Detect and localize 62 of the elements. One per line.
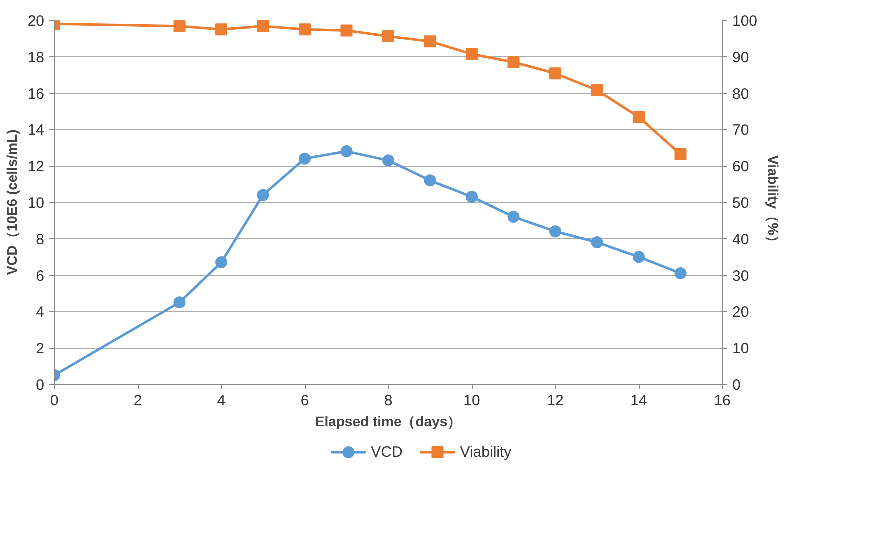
point (466, 48, 478, 60)
y-tick-label: 6 (36, 268, 44, 285)
y2-axis-title: Viability（%） (766, 156, 782, 250)
x-tick-label: 8 (384, 392, 393, 410)
y2-tick-label: 60 (732, 158, 750, 176)
point (340, 24, 353, 37)
legend-label: VCD (371, 444, 403, 461)
x-tick-label: 16 (714, 392, 731, 410)
y-tick-label: 14 (28, 122, 45, 140)
point (299, 24, 311, 36)
y-axis-title: VCD（10E6 (cells/mL) (4, 130, 20, 276)
y2-tick-label: 0 (732, 377, 741, 394)
y2-tick-label: 90 (732, 49, 750, 66)
point (466, 191, 478, 204)
y2-tick-label: 70 (732, 122, 750, 140)
x-tick-label: 6 (300, 392, 310, 410)
point (591, 236, 604, 249)
point (216, 24, 228, 36)
x-tick-label: 14 (630, 392, 648, 410)
point (382, 154, 394, 167)
point (633, 251, 645, 264)
y2-tick-label: 30 (732, 268, 750, 285)
point (257, 20, 270, 32)
point (174, 20, 186, 32)
point (550, 68, 562, 80)
point (674, 267, 687, 280)
point (508, 211, 520, 224)
point (508, 56, 520, 68)
y-tick-label: 8 (36, 231, 44, 248)
point (674, 148, 687, 160)
y-tick-label: 4 (36, 304, 44, 322)
y-tick-label: 18 (28, 49, 45, 66)
point (216, 256, 228, 269)
point (591, 84, 604, 96)
y2-tick-label: 20 (732, 304, 750, 322)
x-tick-label: 0 (50, 392, 59, 410)
y-tick-label: 10 (28, 195, 45, 212)
x-tick-label: 10 (464, 392, 480, 410)
x-axis-title: Elapsed time（days） (315, 414, 462, 430)
point (382, 30, 394, 43)
y-tick-label: 20 (28, 13, 45, 30)
y2-tick-label: 10 (732, 340, 750, 358)
x-tick-label: 2 (134, 392, 142, 410)
y2-tick-label: 80 (732, 86, 750, 103)
y2-tick-label: 40 (732, 231, 750, 248)
point (424, 36, 436, 48)
point (633, 111, 645, 124)
point (174, 296, 186, 309)
y2-tick-label: 50 (732, 195, 750, 212)
y2-tick-label: 100 (732, 13, 758, 30)
x-tick-label: 4 (217, 392, 226, 410)
y-tick-label: 0 (36, 377, 44, 394)
point (550, 226, 562, 238)
y-tick-label: 12 (28, 158, 45, 176)
legend-label: Viability (460, 444, 512, 461)
point (299, 152, 311, 165)
point (340, 146, 353, 158)
point (257, 189, 270, 202)
y-tick-label: 2 (36, 340, 44, 358)
point (424, 174, 436, 187)
y-tick-label: 16 (28, 86, 45, 103)
x-tick-label: 12 (547, 392, 564, 410)
